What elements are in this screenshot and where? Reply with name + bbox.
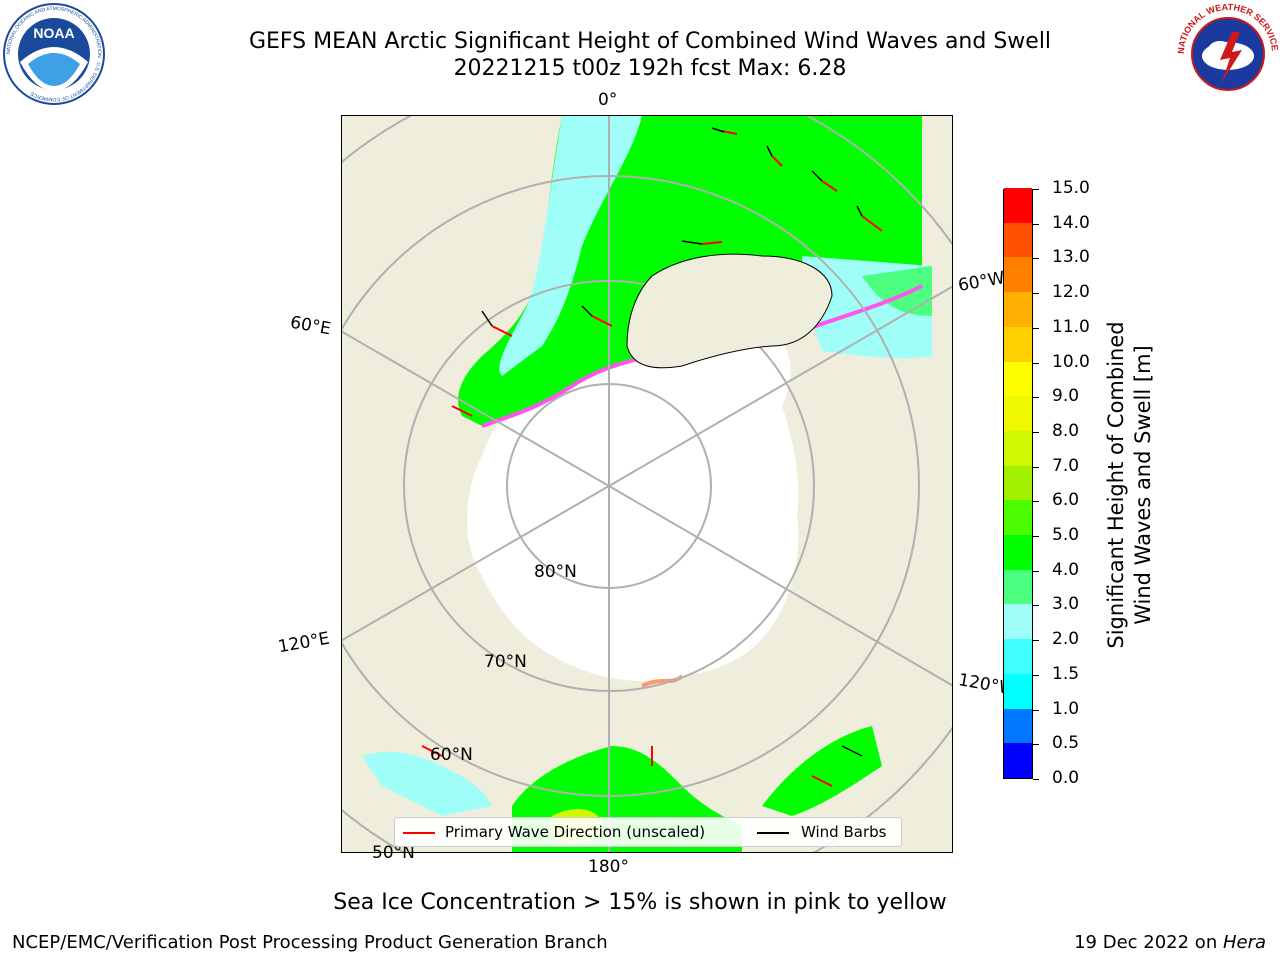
colorbar-segment	[1004, 430, 1032, 466]
colorbar-segment	[1004, 708, 1032, 744]
legend-wind-barbs: Wind Barbs	[801, 823, 887, 841]
machine-name: Hera	[1222, 932, 1266, 953]
colorbar-tick-label: 15.0	[1052, 178, 1090, 198]
colorbar-tick-label: 13.0	[1052, 247, 1090, 268]
colorbar-tick-mark	[1033, 189, 1039, 190]
run-date-text: 19 Dec 2022 on	[1074, 932, 1223, 953]
run-date: 19 Dec 2022 on Hera	[1074, 932, 1266, 953]
colorbar-segment	[1004, 638, 1032, 674]
wind-barbs-swatch	[757, 832, 789, 834]
colorbar-tick-mark	[1033, 640, 1039, 642]
colorbar-segment	[1004, 569, 1032, 605]
colorbar-segment	[1004, 742, 1032, 778]
lon-label-120e: 120°E	[276, 628, 332, 658]
wave-direction-arrows	[421, 130, 883, 787]
lon-label-180: 180°	[588, 857, 629, 877]
colorbar-tick-mark	[1033, 223, 1039, 225]
colorbar-tick-mark	[1033, 501, 1039, 503]
colorbar-tick-label: 2.0	[1052, 629, 1080, 650]
sea-ice-area	[467, 314, 799, 681]
greenland-outline	[626, 253, 833, 369]
colorbar-tick-label: 9.0	[1052, 386, 1080, 407]
colorbar-segment	[1004, 291, 1032, 327]
colorbar-segment	[1004, 222, 1032, 258]
colorbar-tick-mark	[1033, 397, 1039, 399]
colorbar-tick-mark	[1033, 709, 1039, 711]
title-line1: GEFS MEAN Arctic Significant Height of C…	[248, 29, 1052, 54]
colorbar-segment	[1004, 361, 1032, 397]
svg-text:NOAA: NOAA	[33, 25, 74, 41]
lon-label-60e: 60°E	[288, 312, 333, 340]
colorbar-tick-mark	[1033, 536, 1039, 538]
credit: NCEP/EMC/Verification Post Processing Pr…	[12, 932, 608, 953]
colorbar-tick-label: 0.0	[1052, 768, 1080, 788]
noaa-logo: NOAA NATIONAL OCEANIC AND ATMOSPHERIC AD…	[2, 2, 106, 106]
legend-wave-direction: Primary Wave Direction (unscaled)	[445, 823, 706, 841]
colorbar-tick-label: 8.0	[1052, 420, 1080, 441]
colorbar-title-line1: Significant Height of Combined	[1104, 321, 1128, 649]
lon-label-60w: 60°W	[956, 268, 1007, 296]
colorbar-title: Significant Height of Combined Wind Wave…	[1103, 225, 1157, 745]
colorbar-tick-label: 0.5	[1052, 733, 1080, 754]
colorbar-tick-label: 11.0	[1052, 316, 1090, 337]
colorbar-tick-mark	[1033, 674, 1039, 676]
colorbar-tick-mark	[1033, 293, 1039, 295]
lat-label-80: 80°N	[534, 562, 577, 582]
colorbar-segment	[1004, 395, 1032, 431]
lat-label-70: 70°N	[484, 652, 527, 672]
colorbar-tick-mark	[1033, 605, 1039, 607]
colorbar-segment	[1004, 326, 1032, 362]
colorbar-tick-label: 10.0	[1052, 351, 1090, 372]
polar-map	[341, 115, 953, 853]
lat-label-50: 50°N	[372, 843, 415, 863]
colorbar-tick-label: 12.0	[1052, 282, 1090, 303]
sea-ice-note: Sea Ice Concentration > 15% is shown in …	[333, 890, 947, 915]
graticule	[342, 116, 952, 852]
colorbar-tick-mark	[1033, 431, 1039, 433]
colorbar-title-line2: Wind Waves and Swell [m]	[1131, 345, 1155, 625]
colorbar-segment	[1004, 187, 1032, 223]
colorbar-segment	[1004, 465, 1032, 501]
colorbar-segment	[1004, 603, 1032, 640]
colorbar-tick-mark	[1033, 779, 1039, 780]
lat-label-60: 60°N	[430, 745, 473, 765]
colorbar-segment	[1004, 499, 1032, 536]
nws-logo: NATIONAL WEATHER SERVICE	[1176, 2, 1280, 106]
colorbar-segment	[1004, 673, 1032, 709]
title-line2: 20221215 t00z 192h fcst Max: 6.28	[453, 56, 847, 81]
map-legend: Primary Wave Direction (unscaled) Wind B…	[394, 817, 902, 847]
colorbar-tick-label: 1.0	[1052, 698, 1080, 719]
colorbar-tick-mark	[1033, 258, 1039, 260]
colorbar-segment	[1004, 534, 1032, 570]
wave-direction-swatch	[403, 832, 435, 834]
atlantic-wave-light	[499, 116, 642, 376]
colorbar-tick-mark	[1033, 744, 1039, 746]
colorbar-tick-label: 5.0	[1052, 525, 1080, 546]
colorbar-tick-label: 14.0	[1052, 212, 1090, 233]
colorbar-tick-label: 4.0	[1052, 559, 1080, 580]
colorbar-tick-label: 6.0	[1052, 490, 1080, 511]
wind-barbs	[481, 127, 863, 757]
colorbar-tick-mark	[1033, 362, 1039, 364]
colorbar-tick-mark	[1033, 570, 1039, 572]
colorbar	[1003, 187, 1033, 779]
colorbar-tick-label: 7.0	[1052, 455, 1080, 476]
colorbar-tick-mark	[1033, 327, 1039, 329]
lon-label-0: 0°	[598, 90, 618, 110]
colorbar-tick-label: 1.5	[1052, 663, 1080, 684]
colorbar-tick-label: 3.0	[1052, 594, 1080, 615]
colorbar-segment	[1004, 256, 1032, 293]
colorbar-tick-mark	[1033, 466, 1039, 468]
